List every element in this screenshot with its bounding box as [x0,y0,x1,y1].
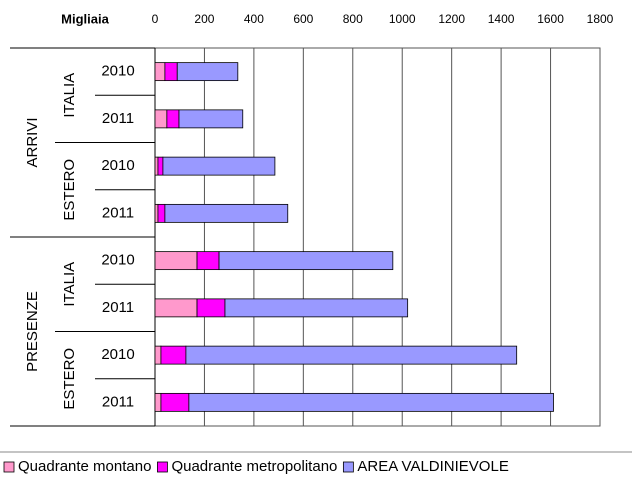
x-tick-label: 400 [244,12,264,26]
bar-segment [178,109,244,129]
x-tick-label: 800 [343,12,363,26]
bar-segment [160,392,190,412]
bar-segment [154,109,168,129]
bar-segment [154,251,198,271]
x-tick-label: 600 [293,12,313,26]
axis-label: Migliaia [61,11,109,26]
bar-segment [154,298,198,318]
legend-swatch [3,461,15,473]
y-tick-label: 2011 [102,204,134,221]
bar-segment [154,203,159,223]
bar-segment [164,203,289,223]
bar-segment [185,345,518,365]
bar-segment [218,251,394,271]
x-tick-label: 1200 [438,12,465,26]
y-tick-label: 2011 [102,110,134,127]
y-tick-label: 2011 [102,393,134,410]
legend-label: Quadrante montano [18,458,151,475]
legend-label: AREA VALDINIEVOLE [357,458,508,475]
bar-segment [154,392,162,412]
subgroup-label: ESTERO [61,348,78,410]
x-tick-label: 200 [194,12,214,26]
bar-segment [196,251,220,271]
y-tick-label: 2010 [101,157,134,174]
bar-segment [164,62,178,82]
y-tick-label: 2010 [101,63,134,80]
legend-swatch [342,461,354,473]
x-tick-label: 1800 [587,12,614,26]
y-tick-label: 2010 [101,252,134,269]
group-label: PRESENZE [24,291,41,372]
bar-segment [154,156,159,176]
subgroup-label: ITALIA [61,262,78,307]
bar-segment [188,392,554,412]
bar-segment [154,345,162,365]
x-tick-label: 0 [152,12,159,26]
plot-border [154,47,601,427]
bar-segment [176,62,239,82]
bar-segment [162,156,276,176]
bar-segment [157,156,164,176]
x-tick-label: 1600 [537,12,564,26]
x-tick-label: 1000 [389,12,416,26]
y-tick-label: 2011 [102,299,134,316]
bar-segment [196,298,226,318]
bar-segment [224,298,409,318]
legend-swatch [157,461,168,473]
x-tick-label: 1400 [488,12,515,26]
group-label: ARRIVI [24,117,41,167]
bar-segment [157,203,166,223]
bar-segment [154,62,166,82]
y-tick-label: 2010 [101,346,134,363]
bar-segment [160,345,187,365]
subgroup-label: ITALIA [61,73,78,118]
bar-segment [166,109,180,129]
subgroup-label: ESTERO [61,159,78,221]
legend-label: Quadrante metropolitano [171,458,337,475]
